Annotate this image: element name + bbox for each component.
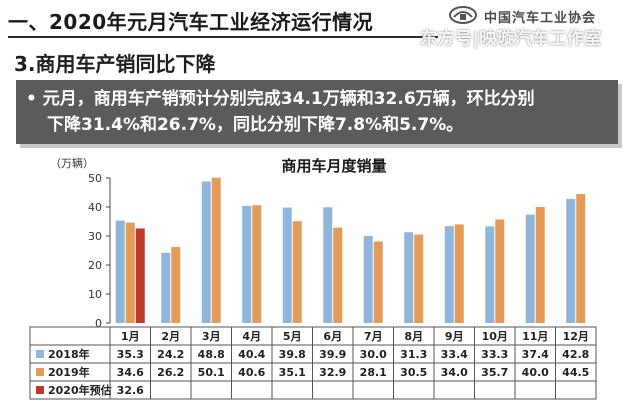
data-label: 30.0 <box>360 348 387 361</box>
bar-2019年-6月 <box>333 227 343 323</box>
data-label: 35.7 <box>481 366 508 379</box>
legend-swatch-2019年 <box>36 368 44 376</box>
summary-line-1: • 元月，商用车产销预计分别完成34.1万辆和32.6万辆，环比分别 <box>26 89 535 109</box>
bar-2019年-8月 <box>414 234 424 323</box>
data-label: 35.1 <box>279 366 306 379</box>
data-label: 35.3 <box>117 348 144 361</box>
legend-label-2019年: 2019年 <box>48 365 90 379</box>
data-label: 50.1 <box>198 366 225 379</box>
bar-2018年-9月 <box>444 226 454 323</box>
summary-box: • 元月，商用车产销预计分别完成34.1万辆和32.6万辆，环比分别 下降31.… <box>16 80 618 144</box>
slide-title: 一、2020年元月汽车工业经济运行情况 <box>8 10 374 34</box>
section-subtitle: 3.商用车产销同比下降 <box>14 52 216 76</box>
legend-label-2018年: 2018年 <box>48 347 90 361</box>
bar-2019年-2月 <box>171 247 181 323</box>
bar-2018年-11月 <box>525 214 535 323</box>
caam-logo-icon <box>449 6 477 24</box>
legend-swatch-2020年预估 <box>36 386 44 394</box>
bar-2020年预估-1月 <box>135 228 145 323</box>
bar-2019年-3月 <box>211 177 221 323</box>
data-label: 32.6 <box>117 384 144 397</box>
logo-text: 中国汽车工业协会 <box>484 11 597 26</box>
data-label: 34.0 <box>441 366 468 379</box>
data-label: 42.8 <box>562 348 589 361</box>
title-underline <box>8 36 438 38</box>
bar-2019年-1月 <box>125 222 135 323</box>
x-tick-label: 12月 <box>563 330 589 343</box>
data-label: 33.3 <box>481 348 508 361</box>
data-label: 33.4 <box>441 348 468 361</box>
y-tick-label: 10 <box>88 288 102 301</box>
x-tick-label: 6月 <box>323 330 342 343</box>
bar-2019年-9月 <box>454 224 464 323</box>
x-tick-label: 7月 <box>364 330 383 343</box>
x-tick-label: 5月 <box>283 330 302 343</box>
legend-swatch-2018年 <box>36 350 44 358</box>
x-tick-label: 10月 <box>482 330 508 343</box>
data-label: 40.4 <box>238 348 265 361</box>
data-label: 39.8 <box>279 348 306 361</box>
data-label: 44.5 <box>562 366 589 379</box>
data-label: 31.3 <box>400 348 427 361</box>
data-label: 37.4 <box>522 348 549 361</box>
data-label: 32.9 <box>319 366 346 379</box>
y-axis-label: （万辆） <box>50 156 94 170</box>
data-label: 30.5 <box>400 366 427 379</box>
bar-2019年-11月 <box>535 207 545 323</box>
data-label: 48.8 <box>198 348 225 361</box>
watermark-text: 东方号|映璇汽车工作室 <box>420 29 602 49</box>
x-tick-label: 1月 <box>121 330 140 343</box>
x-tick-label: 3月 <box>202 330 221 343</box>
bar-2018年-1月 <box>115 220 125 323</box>
bar-2018年-4月 <box>242 205 252 323</box>
y-tick-label: 50 <box>88 172 102 185</box>
bar-2018年-10月 <box>485 226 495 323</box>
bar-2018年-7月 <box>363 236 373 323</box>
y-tick-label: 30 <box>88 230 102 243</box>
data-label: 28.1 <box>360 366 387 379</box>
y-tick-label: 20 <box>88 259 102 272</box>
commercial-vehicle-sales-chart: 商用车月度销量 （万辆） 0 10 20 30 40 50 1月 2月 3月 4月 5月 6月 7月 8月 9月… <box>29 156 597 400</box>
x-tick-label: 11月 <box>522 330 548 343</box>
x-tick-label: 8月 <box>404 330 423 343</box>
data-label: 40.6 <box>238 366 265 379</box>
data-label: 40.0 <box>522 366 549 379</box>
legend-label-2020年预估: 2020年预估 <box>48 383 112 397</box>
x-tick-label: 9月 <box>445 330 464 343</box>
bar-2019年-5月 <box>292 221 302 323</box>
association-logo: 中国汽车工业协会 <box>448 4 638 26</box>
x-tick-label: 4月 <box>242 330 261 343</box>
y-tick-label: 40 <box>88 201 102 214</box>
bar-2019年-10月 <box>495 219 505 323</box>
bar-2018年-5月 <box>282 207 292 323</box>
x-tick-label: 2月 <box>161 330 180 343</box>
bar-2019年-7月 <box>373 241 383 323</box>
data-label: 34.6 <box>117 366 144 379</box>
bar-2018年-6月 <box>323 207 333 323</box>
data-label: 26.2 <box>157 366 184 379</box>
bar-2018年-3月 <box>201 181 211 323</box>
y-tick-label: 0 <box>95 317 102 330</box>
data-label: 24.2 <box>157 348 184 361</box>
bar-2018年-12月 <box>566 198 576 323</box>
bar-2018年-8月 <box>404 232 414 323</box>
summary-line-2: 下降31.4%和26.7%，同比分别下降7.8%和5.7%。 <box>47 115 464 135</box>
bar-2019年-12月 <box>576 193 586 323</box>
summary-text: • 元月，商用车产销预计分别完成34.1万辆和32.6万辆，环比分别 下降31.… <box>26 86 616 138</box>
bar-2018年-2月 <box>161 252 171 323</box>
data-label: 39.9 <box>319 348 346 361</box>
chart-title: 商用车月度销量 <box>281 157 386 175</box>
bar-2019年-4月 <box>252 205 262 323</box>
